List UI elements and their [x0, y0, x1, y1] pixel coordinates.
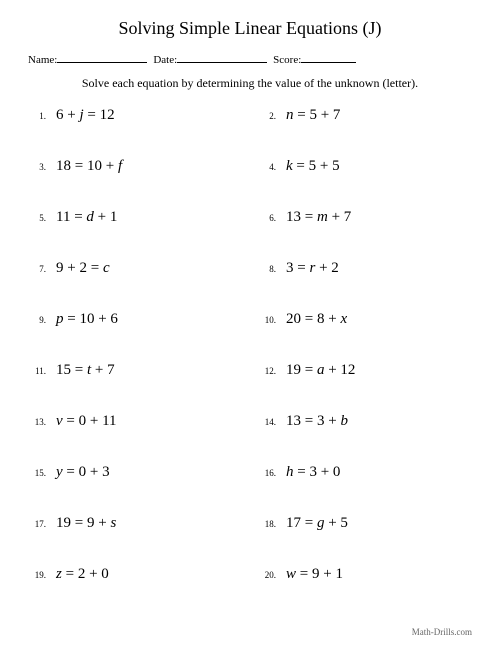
problem-number: 7.: [30, 264, 46, 274]
problem-number: 8.: [260, 264, 276, 274]
problem-number: 20.: [260, 570, 276, 580]
equation-text: 9 + 2 = c: [56, 260, 110, 277]
problem-number: 18.: [260, 519, 276, 529]
footer-attribution: Math-Drills.com: [412, 627, 472, 637]
problem-item: 11. 15 = t + 7: [30, 362, 240, 379]
problem-number: 3.: [30, 162, 46, 172]
problem-number: 6.: [260, 213, 276, 223]
problem-item: 20. w = 9 + 1: [260, 566, 470, 583]
problem-item: 17. 19 = 9 + s: [30, 515, 240, 532]
equation-text: p = 10 + 6: [56, 311, 118, 328]
equation-text: 6 + j = 12: [56, 107, 115, 124]
equation-text: 17 = g + 5: [286, 515, 348, 532]
header-row: Name: Date: Score:: [28, 51, 472, 66]
instructions-text: Solve each equation by determining the v…: [28, 76, 472, 91]
variable: m: [317, 209, 328, 225]
problem-number: 12.: [260, 366, 276, 376]
equation-text: n = 5 + 7: [286, 107, 340, 124]
problem-number: 2.: [260, 111, 276, 121]
equation-text: 11 = d + 1: [56, 209, 117, 226]
equation-text: 13 = 3 + b: [286, 413, 348, 430]
problem-item: 6. 13 = m + 7: [260, 209, 470, 226]
problem-number: 11.: [30, 366, 46, 376]
problem-item: 12. 19 = a + 12: [260, 362, 470, 379]
problems-grid: 1. 6 + j = 12 2. n = 5 + 7 3. 18 = 10 + f 4. k …: [28, 107, 472, 583]
variable: k: [286, 158, 293, 174]
problem-item: 4. k = 5 + 5: [260, 158, 470, 175]
variable: p: [56, 311, 64, 327]
problem-number: 14.: [260, 417, 276, 427]
problem-number: 19.: [30, 570, 46, 580]
equation-text: 18 = 10 + f: [56, 158, 122, 175]
date-blank[interactable]: [177, 51, 267, 63]
problem-item: 2. n = 5 + 7: [260, 107, 470, 124]
problem-number: 1.: [30, 111, 46, 121]
problem-number: 10.: [260, 315, 276, 325]
problem-number: 4.: [260, 162, 276, 172]
variable: j: [79, 107, 83, 123]
equation-text: 19 = 9 + s: [56, 515, 116, 532]
equation-text: y = 0 + 3: [56, 464, 110, 481]
equation-text: 15 = t + 7: [56, 362, 115, 379]
equation-text: v = 0 + 11: [56, 413, 117, 430]
worksheet-title: Solving Simple Linear Equations (J): [28, 18, 472, 39]
date-field: Date:: [153, 51, 267, 66]
variable: x: [340, 311, 347, 327]
problem-item: 18. 17 = g + 5: [260, 515, 470, 532]
equation-text: w = 9 + 1: [286, 566, 343, 583]
variable: s: [110, 515, 116, 531]
problem-item: 5. 11 = d + 1: [30, 209, 240, 226]
problem-number: 16.: [260, 468, 276, 478]
problem-number: 13.: [30, 417, 46, 427]
variable: b: [340, 413, 348, 429]
problem-item: 19. z = 2 + 0: [30, 566, 240, 583]
variable: n: [286, 107, 294, 123]
problem-number: 9.: [30, 315, 46, 325]
variable: f: [118, 158, 122, 174]
problem-item: 15. y = 0 + 3: [30, 464, 240, 481]
problem-number: 5.: [30, 213, 46, 223]
problem-number: 15.: [30, 468, 46, 478]
name-field: Name:: [28, 51, 147, 66]
equation-text: 3 = r + 2: [286, 260, 339, 277]
variable: c: [103, 260, 110, 276]
equation-text: k = 5 + 5: [286, 158, 340, 175]
problem-item: 9. p = 10 + 6: [30, 311, 240, 328]
problem-item: 3. 18 = 10 + f: [30, 158, 240, 175]
variable: w: [286, 566, 296, 582]
score-label: Score:: [273, 54, 301, 66]
problem-item: 14. 13 = 3 + b: [260, 413, 470, 430]
equation-text: 19 = a + 12: [286, 362, 355, 379]
variable: h: [286, 464, 294, 480]
problem-item: 16. h = 3 + 0: [260, 464, 470, 481]
equation-text: 13 = m + 7: [286, 209, 351, 226]
equation-text: h = 3 + 0: [286, 464, 340, 481]
variable: a: [317, 362, 325, 378]
score-blank[interactable]: [301, 51, 356, 63]
variable: z: [56, 566, 62, 582]
variable: r: [309, 260, 315, 276]
name-label: Name:: [28, 54, 57, 66]
problem-number: 17.: [30, 519, 46, 529]
variable: y: [56, 464, 63, 480]
problem-item: 1. 6 + j = 12: [30, 107, 240, 124]
variable: d: [86, 209, 94, 225]
name-blank[interactable]: [57, 51, 147, 63]
variable: g: [317, 515, 325, 531]
problem-item: 10. 20 = 8 + x: [260, 311, 470, 328]
variable: t: [87, 362, 91, 378]
date-label: Date:: [153, 54, 177, 66]
problem-item: 8. 3 = r + 2: [260, 260, 470, 277]
problem-item: 7. 9 + 2 = c: [30, 260, 240, 277]
variable: v: [56, 413, 63, 429]
problem-item: 13. v = 0 + 11: [30, 413, 240, 430]
equation-text: z = 2 + 0: [56, 566, 109, 583]
equation-text: 20 = 8 + x: [286, 311, 347, 328]
score-field: Score:: [273, 51, 356, 66]
